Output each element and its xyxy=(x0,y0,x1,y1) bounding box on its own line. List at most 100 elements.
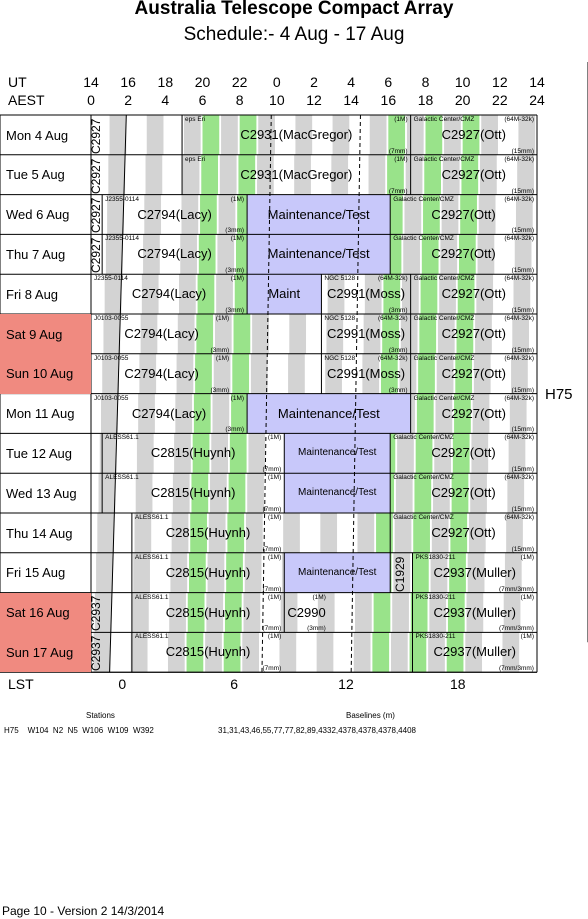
source-name: Galactic Center/CMZ xyxy=(393,235,454,243)
correlator-config: (1M) xyxy=(267,593,282,601)
schedule-block: Maint xyxy=(247,274,321,314)
lst-band-grey xyxy=(219,154,237,195)
receiver-band: (15mm) xyxy=(511,346,534,354)
lst-band-grey xyxy=(170,552,188,593)
receiver-band: (15mm) xyxy=(511,466,534,474)
lst-band-grey xyxy=(104,274,122,314)
lst-band-grey xyxy=(431,513,449,553)
lst-band-grey xyxy=(107,194,124,235)
lst-band-grey xyxy=(132,592,149,633)
ut-tick: 20 xyxy=(194,74,211,90)
receiver-band: (7mm) xyxy=(262,665,282,673)
baselines-label: Baselines (m) xyxy=(346,711,395,720)
schedule-block: PKS1830-211 (1M) (7mm/3mm) C2937(Muller) xyxy=(412,553,537,593)
lst-band-grey xyxy=(507,473,525,513)
aest-axis-label: AEST xyxy=(8,92,45,108)
correlator-config: (1M) xyxy=(215,315,230,322)
lst-band-green xyxy=(415,433,433,474)
schedule-block: Maintenance/Test xyxy=(284,553,390,593)
lst-band-grey xyxy=(98,473,116,513)
schedule-block: eps Eri (1M) (7mm) C2931(MacGregor) xyxy=(182,115,411,155)
schedule-block: J2355-0114 (1M) (3mm) C2794(Lacy) xyxy=(102,234,247,274)
lst-band-grey xyxy=(504,552,522,593)
lst-band-grey xyxy=(108,154,126,195)
day-label: Mon 11 Aug xyxy=(6,406,75,422)
correlator-config: (1M) xyxy=(267,514,282,521)
day-label: Sat 16 Aug xyxy=(0,592,91,633)
receiver-band: (3mm) xyxy=(225,426,245,434)
lst-band-grey xyxy=(355,592,372,633)
lst-axis-label: LST xyxy=(8,676,34,692)
lst-band-green xyxy=(228,473,246,513)
page-footer: Page 10 - Version 2 14/3/2014 xyxy=(2,904,165,918)
ut-tick: 16 xyxy=(120,74,136,90)
correlator-config: (64M-32k) xyxy=(504,235,534,243)
project-name: C2937(Muller) xyxy=(433,644,516,660)
schedule-block: ALESS61.1 (1M) (7mm) C2815(Huynh) xyxy=(132,513,284,553)
day-label: Fri 15 Aug xyxy=(6,565,66,581)
day-label: Tue 12 Aug xyxy=(6,445,73,461)
lst-band-grey xyxy=(169,592,186,633)
project-name: C2990 xyxy=(287,604,326,620)
lst-band-grey xyxy=(517,154,534,195)
source-name: Galactic Center/CMZ xyxy=(413,315,475,322)
lst-band-green xyxy=(462,115,480,155)
project-name: C2937(Muller) xyxy=(433,564,516,580)
lst-band-grey xyxy=(518,115,536,155)
aest-tick: 16 xyxy=(380,92,397,108)
schedule-block: C2927 xyxy=(91,234,102,274)
schedule-block: C2927 xyxy=(91,155,102,195)
lst-band-grey xyxy=(509,393,527,434)
lst-band-green xyxy=(238,154,256,195)
lst-band-grey xyxy=(179,274,196,314)
lst-band-grey xyxy=(433,473,450,513)
project-name: C2931(MacGregor) xyxy=(240,127,353,142)
schedule-block: Maintenance/Test xyxy=(284,433,390,473)
schedule-block: PKS1830-211 (1M) (7mm/3mm) C2937(Muller) xyxy=(412,593,537,633)
lst-band-grey xyxy=(245,513,263,553)
lst-band-grey xyxy=(477,234,495,275)
project-name: C2927(Ott) xyxy=(431,485,496,501)
source-name: ALESS61.1 xyxy=(134,633,169,641)
maintenance-band xyxy=(247,393,411,434)
lst-band-green xyxy=(455,353,473,394)
ut-tick: 2 xyxy=(310,74,318,90)
lst-band-green xyxy=(190,513,207,553)
schedule-block: Maintenance/Test xyxy=(247,234,390,274)
project-name: C2991(Moss) xyxy=(327,365,406,381)
lst-band-green xyxy=(197,274,215,314)
lst-band-green xyxy=(451,473,469,513)
source-name: Galactic Center/CMZ xyxy=(413,116,475,123)
lst-band-grey xyxy=(172,473,190,513)
project-name: Maintenance/Test xyxy=(267,206,370,222)
lst-band-grey xyxy=(214,314,232,354)
lst-band-grey xyxy=(506,513,523,553)
project-name: C2927(Ott) xyxy=(441,166,506,182)
lst-band-grey xyxy=(405,154,423,195)
lst-band-green xyxy=(383,274,401,314)
lst-band-grey xyxy=(470,473,487,513)
receiver-band: (3mm) xyxy=(225,306,245,314)
project-name: C2927(Ott) xyxy=(441,365,506,381)
correlator-config: (1M) xyxy=(230,235,245,243)
project-code-vertical: C1929 xyxy=(393,556,408,592)
lst-band-green xyxy=(456,314,474,354)
lst-band-grey xyxy=(288,353,305,394)
lst-band-grey xyxy=(317,592,335,633)
lst-band-green xyxy=(192,433,210,474)
source-name: Galactic Center/CMZ xyxy=(413,354,475,362)
lst-band-grey xyxy=(94,592,112,633)
receiver-band: (3mm) xyxy=(210,346,230,354)
lst-band-grey xyxy=(257,154,274,195)
lst-band-grey xyxy=(143,234,160,275)
lst-band-grey xyxy=(395,473,413,513)
source-name: Galactic Center/CMZ xyxy=(393,434,454,442)
lst-band-grey xyxy=(502,632,520,673)
lst-band-grey xyxy=(221,115,238,155)
receiver-band: (15mm) xyxy=(511,306,534,314)
source-name: NGC 5128 xyxy=(324,275,356,283)
lst-band-grey xyxy=(97,513,115,553)
correlator-config: (1M) xyxy=(312,593,326,601)
schedule-block: ALESS61.1 (1M) (7mm) C2815(Huynh) xyxy=(132,593,284,633)
